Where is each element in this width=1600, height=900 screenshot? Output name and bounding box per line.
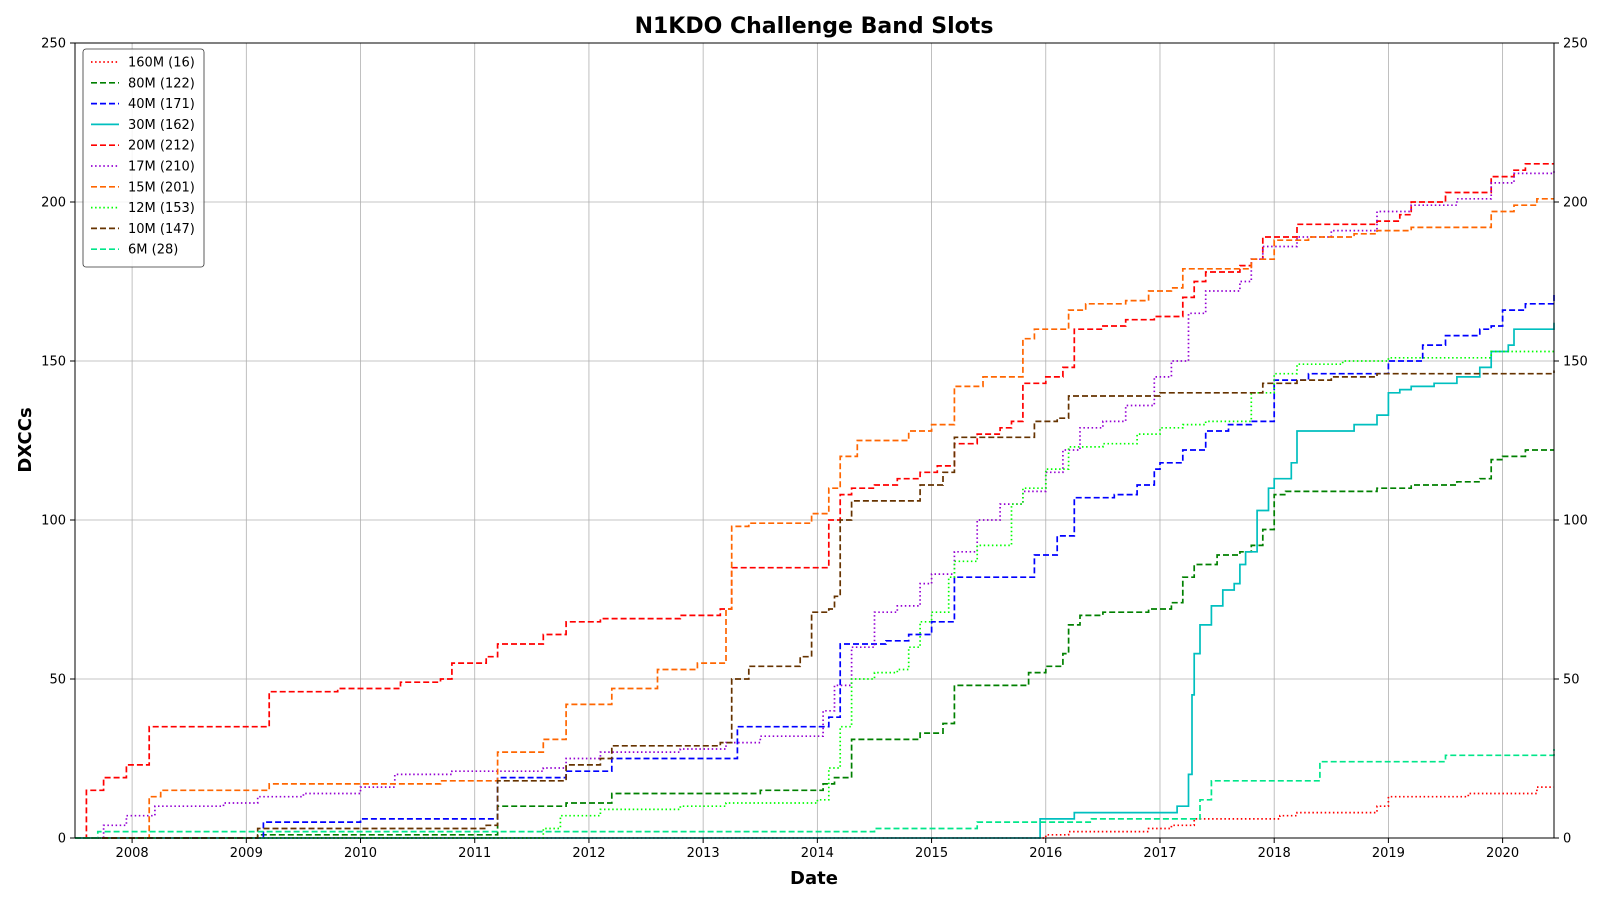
x-tick-label: 2009	[230, 846, 263, 861]
y-tick-label: 250	[41, 37, 66, 52]
series-line-3	[75, 322, 1555, 839]
x-tick-label: 2020	[1486, 846, 1519, 861]
x-tick-label: 2019	[1372, 846, 1405, 861]
legend: 160M (16) 80M (122) 40M (171) 30M (162) 20M …	[82, 48, 205, 268]
x-tick-label: 2012	[572, 846, 605, 861]
series-line-6	[75, 197, 1554, 839]
x-tick-label: 2011	[458, 846, 491, 861]
legend-label: 160M (16)	[128, 56, 195, 71]
x-tick-label: 2014	[801, 846, 834, 861]
x-tick-label: 2016	[1029, 846, 1062, 861]
y-axis-ticks: 0 0 50 50 100 100 150 150 200 200 250 250	[41, 37, 1588, 847]
y-tick-label-right: 0	[1563, 832, 1571, 847]
chart-title: N1KDO Challenge Band Slots	[635, 14, 994, 39]
y-tick-label: 50	[49, 673, 66, 688]
legend-label: 10M (147)	[128, 222, 195, 237]
plot-frame	[74, 42, 1555, 839]
x-tick-label: 2013	[687, 846, 720, 861]
legend-label: 40M (171)	[128, 97, 195, 112]
y-axis-label: DXCCs	[15, 407, 36, 472]
x-tick-label: 2010	[344, 846, 377, 861]
x-axis-ticks: 2008 2009 2010 2011 2012 2013 2014 2015 2016 2017…	[116, 838, 1519, 861]
series-line-0	[75, 786, 1554, 839]
x-tick-label: 2018	[1258, 846, 1291, 861]
y-tick-label: 0	[58, 832, 66, 847]
legend-label: 80M (122)	[128, 76, 195, 91]
x-tick-label: 2017	[1143, 846, 1176, 861]
x-tick-label: 2015	[915, 846, 948, 861]
legend-label: 12M (153)	[128, 201, 195, 216]
y-tick-label-right: 50	[1563, 673, 1580, 688]
series-line-8	[75, 370, 1555, 839]
x-tick-label: 2008	[116, 846, 149, 861]
y-tick-label: 150	[41, 355, 66, 370]
y-tick-label-right: 250	[1563, 37, 1588, 52]
y-tick-label: 100	[41, 514, 66, 529]
y-tick-label-right: 200	[1563, 196, 1588, 211]
legend-label: 6M (28)	[128, 243, 178, 258]
y-tick-label-right: 150	[1563, 355, 1588, 370]
legend-label: 30M (162)	[128, 118, 195, 133]
series-layer	[75, 162, 1555, 839]
legend-label: 17M (210)	[128, 160, 195, 175]
series-line-7	[75, 350, 1554, 839]
series-line-9	[75, 749, 1555, 839]
y-tick-label-right: 100	[1563, 514, 1588, 529]
legend-label: 20M (212)	[128, 139, 195, 154]
x-axis-label: Date	[790, 868, 838, 889]
y-tick-label: 200	[41, 196, 66, 211]
legend-label: 15M (201)	[128, 180, 195, 195]
series-line-1	[75, 449, 1554, 839]
